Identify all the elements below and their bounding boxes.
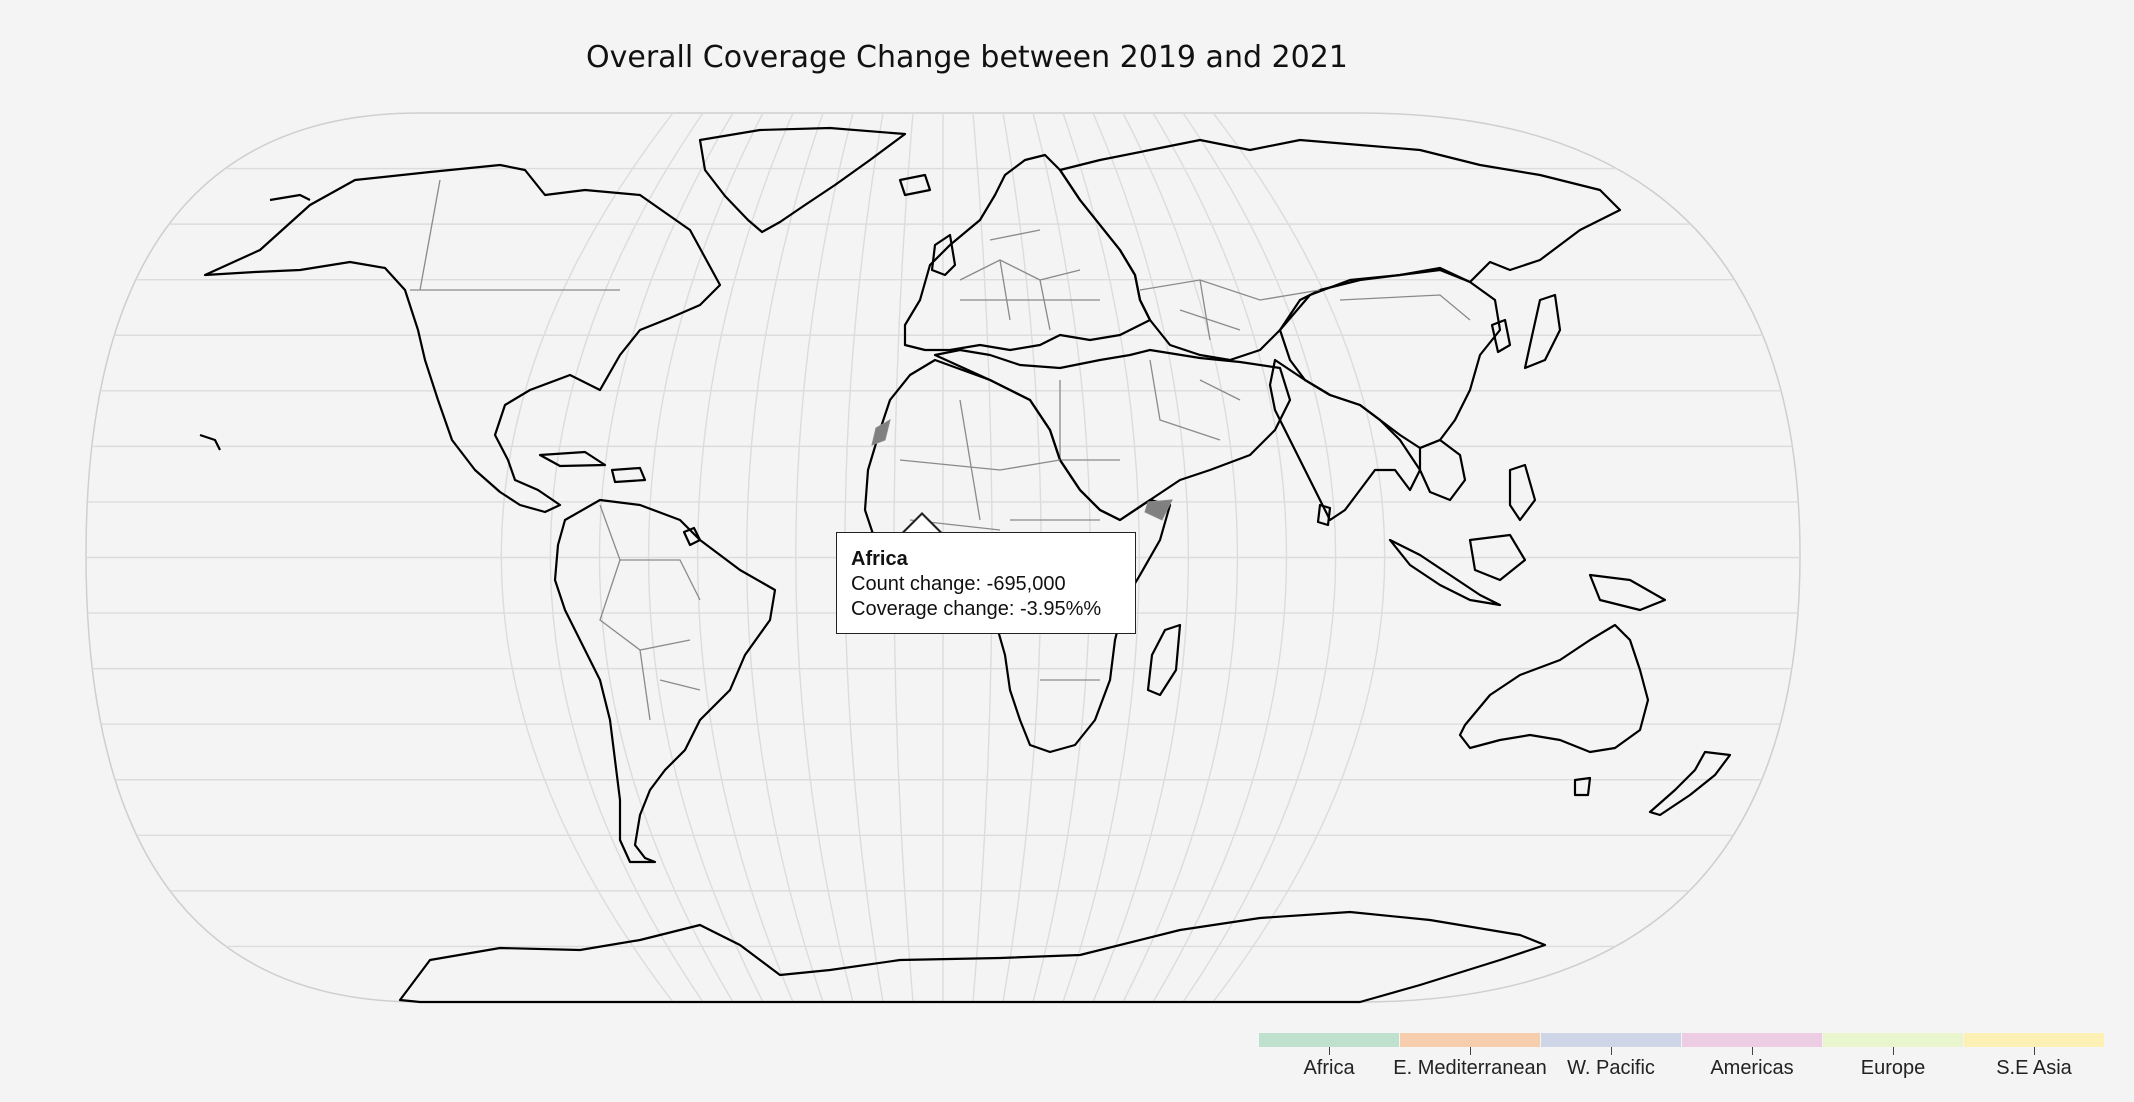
island-cuba[interactable]: [538, 450, 607, 468]
legend-item-w-pacific[interactable]: W. Pacific: [1541, 1033, 1681, 1093]
meridian-line: [1212, 113, 1386, 1002]
legend-tick: [2034, 1047, 2035, 1055]
meridian-line: [697, 113, 794, 1002]
region-tooltip: Africa Count change: -695,000 Coverage c…: [836, 532, 1136, 634]
meridian-line: [1092, 113, 1189, 1002]
country-new-guinea[interactable]: [1588, 573, 1667, 612]
country-borneo[interactable]: [1468, 533, 1527, 582]
country-greenland[interactable]: [698, 126, 907, 234]
island-aleutians: [269, 193, 311, 202]
region-africa[interactable]: [863, 358, 1172, 754]
tooltip-region-name: Africa: [851, 548, 908, 570]
legend-tick: [1893, 1047, 1894, 1055]
meridian-line: [1182, 113, 1337, 1002]
country-madagascar[interactable]: [1146, 623, 1182, 697]
region-se-asia[interactable]: [1268, 358, 1422, 522]
legend-item-e-mediterranean[interactable]: E. Mediterranean: [1393, 1033, 1547, 1093]
legend-swatch-africa: [1259, 1033, 1399, 1047]
country-greenland-border: [410, 179, 620, 291]
legend-label-africa: Africa: [1303, 1057, 1355, 1079]
tooltip-coverage-change: Coverage change: -3.95%%: [851, 598, 1102, 620]
legend-item-se-asia[interactable]: S.E Asia: [1964, 1033, 2104, 1093]
legend-label-e-mediterranean: E. Mediterranean: [1393, 1057, 1547, 1079]
map-title: Overall Coverage Change between 2019 and…: [586, 40, 1348, 75]
meridian-line: [746, 113, 824, 1002]
country-uk[interactable]: [930, 233, 957, 277]
legend-item-europe[interactable]: Europe: [1823, 1033, 1963, 1093]
country-new-zealand[interactable]: [1648, 750, 1732, 817]
meridian-line: [549, 113, 704, 1002]
region-antarctica[interactable]: [398, 910, 1547, 1004]
meridian-line: [500, 113, 674, 1002]
meridian-line: [598, 113, 734, 1002]
country-iceland[interactable]: [898, 173, 932, 197]
indochina[interactable]: [1418, 438, 1467, 502]
legend-swatch-europe: [1823, 1033, 1963, 1047]
country-tasmania[interactable]: [1573, 776, 1592, 797]
country-french-guiana[interactable]: [682, 526, 702, 547]
region-south-america[interactable]: [553, 498, 777, 864]
country-sri-lanka[interactable]: [1316, 503, 1332, 527]
legend-label-europe: Europe: [1860, 1057, 1926, 1079]
russia-borders: [1139, 279, 1321, 341]
legend-label-americas: Americas: [1710, 1057, 1794, 1079]
island-hawaii: [199, 433, 221, 451]
legend-label-w-pacific: W. Pacific: [1567, 1057, 1655, 1079]
legend-swatch-americas: [1682, 1033, 1822, 1047]
legend-tick: [1329, 1047, 1330, 1055]
country-western-sahara[interactable]: [871, 418, 891, 446]
legend-label-se-asia: S.E Asia: [1996, 1057, 2072, 1079]
europe-borders: [959, 229, 1100, 331]
meridian-line: [1122, 113, 1239, 1002]
meridian-line: [795, 113, 854, 1002]
meridian-line: [647, 113, 764, 1002]
legend-tick: [1752, 1047, 1753, 1055]
tooltip-count-change: Count change: -695,000: [851, 573, 1066, 595]
china-borders: [1339, 294, 1471, 321]
country-australia[interactable]: [1458, 623, 1650, 754]
legend-tick: [1470, 1047, 1471, 1055]
country-philippines[interactable]: [1508, 463, 1537, 522]
legend-swatch-e-mediterranean: [1400, 1033, 1540, 1047]
island-hispaniola[interactable]: [610, 466, 647, 484]
legend-swatch-se-asia: [1964, 1033, 2104, 1047]
country-indonesia[interactable]: [1388, 538, 1502, 607]
legend-item-africa[interactable]: Africa: [1259, 1033, 1399, 1093]
meridian-line: [1062, 113, 1140, 1002]
country-japan[interactable]: [1523, 293, 1562, 370]
meridian-line: [1152, 113, 1288, 1002]
region-legend: Africa E. Mediterranean W. Pacific Ameri…: [1259, 1033, 2104, 1093]
legend-tick: [1611, 1047, 1612, 1055]
south-america-borders: [599, 504, 701, 721]
legend-item-americas[interactable]: Americas: [1682, 1033, 1822, 1093]
country-somaliland[interactable]: [1144, 499, 1173, 521]
country-korea[interactable]: [1490, 318, 1512, 354]
legend-swatch-w-pacific: [1541, 1033, 1681, 1047]
region-north-america[interactable]: [203, 163, 722, 514]
tooltip-arrow-fill: [902, 515, 942, 535]
graticule: [86, 113, 1800, 1002]
